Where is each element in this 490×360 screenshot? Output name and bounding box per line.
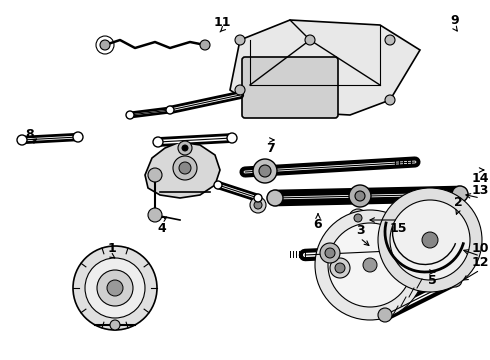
Circle shape: [414, 224, 446, 256]
Circle shape: [390, 200, 470, 280]
Text: 15: 15: [389, 221, 407, 234]
Circle shape: [126, 111, 134, 119]
Circle shape: [320, 243, 340, 263]
Text: 7: 7: [266, 141, 274, 154]
Circle shape: [148, 208, 162, 222]
Polygon shape: [230, 20, 420, 115]
Text: 14: 14: [471, 171, 489, 184]
Circle shape: [73, 132, 83, 142]
Circle shape: [452, 186, 468, 202]
Text: 13: 13: [471, 184, 489, 197]
Circle shape: [153, 137, 163, 147]
Text: 11: 11: [213, 15, 231, 28]
Circle shape: [402, 212, 458, 268]
Circle shape: [250, 197, 266, 213]
Circle shape: [354, 214, 362, 222]
Circle shape: [200, 40, 210, 50]
Circle shape: [97, 270, 133, 306]
Circle shape: [385, 35, 395, 45]
Circle shape: [355, 191, 365, 201]
Text: 4: 4: [158, 221, 167, 234]
Circle shape: [328, 223, 412, 307]
Circle shape: [85, 258, 145, 318]
Circle shape: [254, 201, 262, 209]
Circle shape: [182, 145, 188, 151]
Circle shape: [355, 250, 385, 280]
Text: 12: 12: [471, 256, 489, 269]
Circle shape: [100, 40, 110, 50]
Circle shape: [173, 156, 197, 180]
Circle shape: [178, 141, 192, 155]
Text: 8: 8: [25, 129, 34, 141]
Circle shape: [179, 162, 191, 174]
Text: 9: 9: [451, 13, 459, 27]
Text: 3: 3: [356, 224, 364, 237]
Circle shape: [110, 320, 120, 330]
Circle shape: [235, 85, 245, 95]
Circle shape: [235, 35, 245, 45]
Circle shape: [73, 246, 157, 330]
Circle shape: [166, 106, 174, 114]
Circle shape: [363, 258, 377, 272]
FancyBboxPatch shape: [242, 57, 338, 118]
Circle shape: [254, 194, 262, 202]
Circle shape: [349, 185, 371, 207]
Text: 1: 1: [108, 242, 117, 255]
Text: 2: 2: [454, 195, 463, 208]
Circle shape: [227, 133, 237, 143]
Circle shape: [422, 241, 438, 257]
Circle shape: [259, 165, 271, 177]
Circle shape: [267, 190, 283, 206]
Circle shape: [253, 159, 277, 183]
Circle shape: [315, 210, 425, 320]
Circle shape: [448, 273, 462, 287]
Polygon shape: [145, 142, 220, 198]
Text: 5: 5: [428, 274, 437, 287]
Text: 6: 6: [314, 219, 322, 231]
Circle shape: [148, 168, 162, 182]
Circle shape: [214, 181, 222, 189]
Circle shape: [422, 232, 438, 248]
Text: 10: 10: [471, 242, 489, 255]
Circle shape: [335, 263, 345, 273]
Circle shape: [325, 248, 335, 258]
Circle shape: [385, 95, 395, 105]
Circle shape: [17, 135, 27, 145]
Circle shape: [349, 209, 367, 227]
Circle shape: [305, 35, 315, 45]
Circle shape: [378, 188, 482, 292]
Circle shape: [107, 280, 123, 296]
Circle shape: [330, 258, 350, 278]
Circle shape: [340, 235, 400, 295]
Circle shape: [378, 308, 392, 322]
